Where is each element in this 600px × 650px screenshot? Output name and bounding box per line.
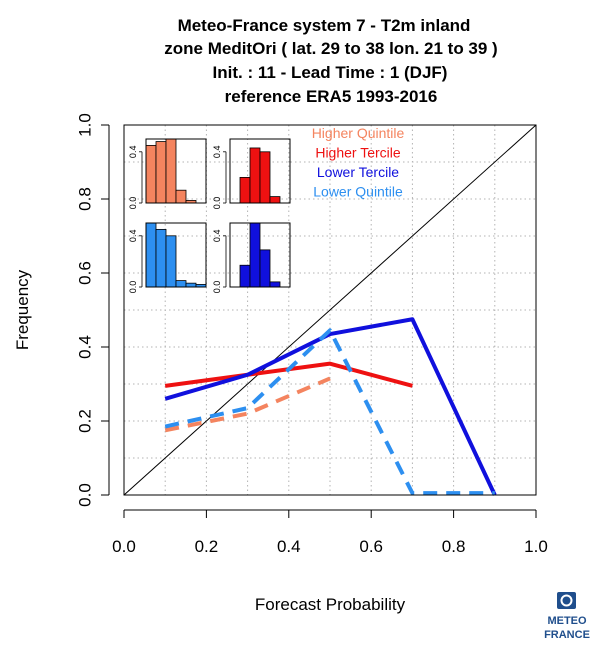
inset-y-tick-label: 0.4	[128, 230, 138, 243]
y-tick-label: 0.6	[75, 261, 94, 285]
series-lines	[164, 317, 497, 496]
meteo-france-logo-icon	[557, 592, 576, 609]
inset-y-tick-label: 0.4	[128, 146, 138, 159]
histogram-bar	[249, 222, 261, 288]
x-tick-label: 1.0	[524, 537, 548, 556]
inset-frame	[229, 138, 291, 204]
inset-histogram-lower-tercile: 0.0 0.4	[212, 222, 291, 294]
inset-histogram-higher-tercile: 0.0 0.4	[212, 138, 291, 210]
inset-y-tick-label: 0.4	[212, 230, 222, 243]
inset-y-tick-label: 0.4	[212, 146, 222, 159]
logo-text-line-1: METEO	[547, 615, 587, 627]
histogram-bar	[165, 235, 177, 288]
histogram-bar	[175, 189, 187, 204]
histogram-bar	[165, 138, 177, 204]
inset-y-tick-label: 0.0	[128, 281, 138, 294]
chart-title-line-4: reference ERA5 1993-2016	[225, 87, 438, 106]
inset-frame	[229, 222, 291, 288]
y-tick-label: 0.0	[75, 483, 94, 507]
series-line-higher-quintile	[164, 376, 331, 433]
chart-title-line-3: Init. : 11 - Lead Time : 1 (DJF)	[213, 63, 448, 82]
inset-y-tick-label: 0.0	[128, 197, 138, 210]
x-axis-label: Forecast Probability	[255, 595, 406, 614]
inset-histogram-higher-quintile: 0.0 0.4	[128, 138, 207, 210]
plot-frame	[123, 124, 537, 496]
legend-entry-higher-tercile: Higher Tercile	[315, 145, 401, 161]
inset-y-tick-label: 0.0	[212, 197, 222, 210]
legend-entry-lower-quintile: Lower Quintile	[313, 184, 403, 200]
logo-circle	[560, 594, 573, 607]
histogram-bar	[155, 141, 167, 204]
histogram-bar	[269, 281, 281, 288]
chart-title-line-1: Meteo-France system 7 - T2m inland	[178, 16, 471, 35]
inset-frame	[145, 222, 207, 288]
series-line-lower-tercile	[164, 317, 497, 496]
legend-entry-higher-quintile: Higher Quintile	[312, 125, 405, 141]
chart-title-line-2: zone MeditOri ( lat. 29 to 38 lon. 21 to…	[164, 39, 497, 58]
y-axis-label: Frequency	[13, 269, 32, 350]
y-tick-label: 0.2	[75, 409, 94, 433]
x-tick-label: 0.6	[359, 537, 383, 556]
histogram-bar	[155, 228, 167, 288]
y-tick-label: 0.4	[75, 335, 94, 359]
x-tick-label: 0.0	[112, 537, 136, 556]
legend-entry-lower-tercile: Lower Tercile	[317, 164, 399, 180]
legend: Higher Quintile Higher Tercile Lower Terci…	[312, 125, 405, 200]
y-axis: 0.0 0.2 0.4 0.6 0.8 1.0	[75, 113, 110, 507]
logo-text-line-2: FRANCE	[544, 629, 590, 641]
histogram-bar	[259, 151, 271, 204]
perfect-reliability-diagonal	[123, 124, 537, 496]
meteo-france-logo: METEO FRANCE	[544, 592, 590, 641]
y-tick-label: 0.8	[75, 187, 94, 211]
x-tick-label: 0.2	[195, 537, 219, 556]
histogram-bar	[145, 144, 157, 204]
histogram-bar	[249, 147, 261, 204]
inset-y-tick-label: 0.0	[212, 281, 222, 294]
histogram-bar	[239, 264, 251, 288]
histogram-bar	[185, 282, 197, 288]
y-tick-label: 1.0	[75, 113, 94, 137]
histogram-bar	[239, 176, 251, 204]
histogram-bar	[175, 280, 187, 288]
histogram-bar	[145, 222, 157, 288]
x-tick-label: 0.4	[277, 537, 301, 556]
histogram-bar	[259, 249, 271, 288]
inset-histogram-lower-quintile: 0.0 0.4	[128, 222, 207, 294]
x-tick-label: 0.8	[442, 537, 466, 556]
x-axis: 0.0 0.2 0.4 0.6 0.8 1.0	[112, 509, 548, 556]
histogram-bar	[269, 196, 281, 204]
inset-frame	[145, 138, 207, 204]
inset-histograms: 0.0 0.4 0.0 0.4 0.0 0.4 0.0 0.4	[128, 138, 291, 294]
series-line-lower-quintile	[164, 328, 495, 496]
